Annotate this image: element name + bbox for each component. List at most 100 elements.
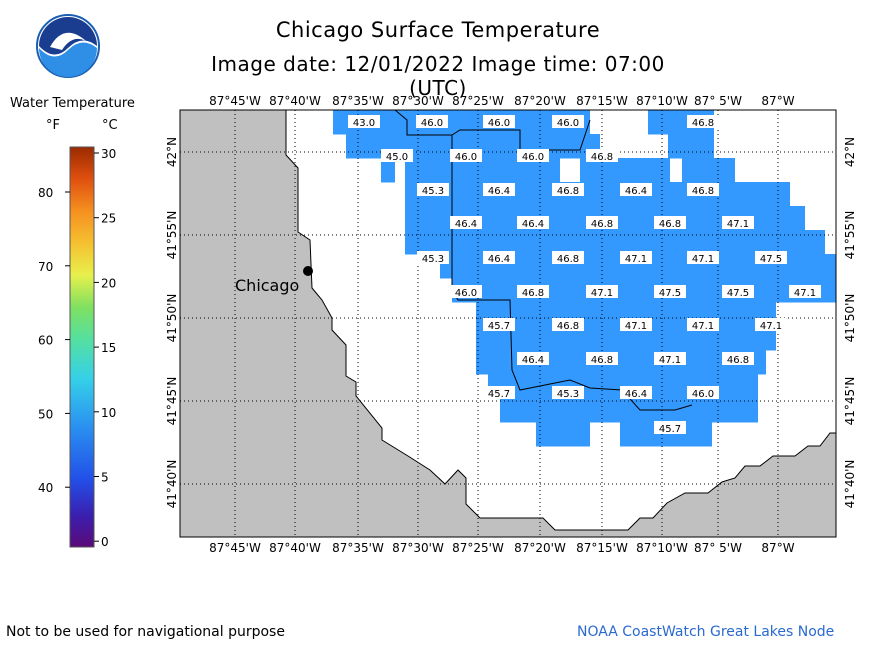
temp-label-bg [722,352,754,365]
temp-label-bg [789,285,821,298]
longitude-label-top: 87° 5'W [694,94,742,108]
longitude-label-top: 87°25'W [452,94,504,108]
longitude-label-top: 87°10'W [636,94,688,108]
temp-label-bg [517,285,549,298]
temp-label-bg [722,285,754,298]
temp-value: 46.0 [692,389,714,400]
temp-label-bg [687,318,719,331]
temp-value: 46.8 [557,321,579,332]
water-cell [580,158,670,183]
temp-value: 46.4 [625,186,647,197]
temp-value: 47.1 [659,355,681,366]
colorbar [69,146,95,548]
temp-value: 47.5 [659,288,681,299]
temp-value: 47.1 [625,321,647,332]
temp-value: 47.5 [727,288,749,299]
temp-label-bg [417,251,449,264]
temp-label-bg [552,115,584,128]
temp-label-bg [552,318,584,331]
temp-value: 46.8 [727,355,749,366]
longitude-label-bottom: 87°30'W [392,541,444,555]
cloud-gap [596,110,620,124]
water-cell [452,278,836,303]
longitude-label-top: 87°20'W [514,94,566,108]
footer-disclaimer: Not to be used for navigational purpose [6,624,285,640]
latitude-label-right: 41°45'N [843,377,857,426]
legend-f-tick-label: 70 [38,260,53,274]
legend-f-tick-label: 80 [38,186,53,200]
legend-c-tick-label: 0 [101,535,109,549]
longitude-label-bottom: 87°10'W [636,541,688,555]
temp-label-bg [755,251,787,264]
longitude-label-bottom: 87° 5'W [694,541,742,555]
temp-value: 46.4 [488,186,510,197]
latitude-label-left: 41°55'N [165,211,179,260]
temp-label-bg [586,216,618,229]
longitude-label-bottom: 87°20'W [514,541,566,555]
water-cell [381,158,395,183]
legend-unit-f: °F [46,118,60,133]
temp-label-bg [483,183,515,196]
temp-value: 45.3 [422,254,444,265]
temp-label-bg [687,115,719,128]
longitude-label-bottom: 87°25'W [452,541,504,555]
cloud-gap [620,134,648,146]
temp-label-bg [416,115,448,128]
temp-value: 46.0 [557,118,579,129]
temp-label-bg [348,115,380,128]
temp-label-bg [654,352,686,365]
longitude-label-top: 87°30'W [392,94,444,108]
legend-c-tick-label: 10 [101,406,116,420]
temp-value: 46.0 [522,152,544,163]
longitude-label-top: 87°35'W [332,94,384,108]
temp-label-bg [381,149,413,162]
temp-value: 46.8 [591,355,613,366]
temp-value: 45.7 [488,321,510,332]
latitude-label-right: 41°40'N [843,460,857,509]
latitude-label-left: 42°N [165,137,179,167]
temp-value: 46.4 [488,254,510,265]
temp-label-bg [687,251,719,264]
temp-value: 45.0 [386,152,408,163]
latitude-label-left: 41°40'N [165,460,179,509]
water-cell [405,230,825,255]
temp-label-bg [483,115,515,128]
temp-label-bg [552,183,584,196]
temp-label-bg [517,149,549,162]
temp-value: 46.8 [591,219,613,230]
temp-label-bg [620,318,652,331]
water-cell [405,182,790,207]
water-cell [682,158,735,183]
temp-value: 46.0 [421,118,443,129]
temp-label-bg [483,251,515,264]
temp-value: 45.7 [659,424,681,435]
temp-label-bg [654,285,686,298]
legend-c-tick-label: 5 [101,471,109,485]
temp-label-bg [755,318,787,331]
legend-f-tick-label: 60 [38,334,53,348]
temp-value: 47.1 [591,288,613,299]
temp-label-bg [417,183,449,196]
legend-c-tick-label: 20 [101,276,116,290]
latitude-label-left: 41°50'N [165,294,179,343]
temp-value: 46.0 [455,152,477,163]
legend-unit-c: °C [102,118,118,133]
temp-label-bg [620,251,652,264]
longitude-label-bottom: 87°35'W [332,541,384,555]
longitude-label-bottom: 87°W [761,541,794,555]
temp-label-bg [586,352,618,365]
temp-value: 46.8 [659,219,681,230]
legend-f-tick-label: 40 [38,481,53,495]
legend-c-tick-label: 15 [101,341,116,355]
water-cell [405,158,560,183]
temp-label-bg [687,386,719,399]
longitude-label-top: 87°45'W [209,94,261,108]
temp-label-bg [517,216,549,229]
temp-value: 46.4 [522,219,544,230]
temp-value: 46.0 [455,288,477,299]
temp-value: 47.1 [794,288,816,299]
temp-label-bg [654,421,686,434]
footer-credit: NOAA CoastWatch Great Lakes Node [577,624,835,640]
longitude-label-bottom: 87°40'W [269,541,321,555]
